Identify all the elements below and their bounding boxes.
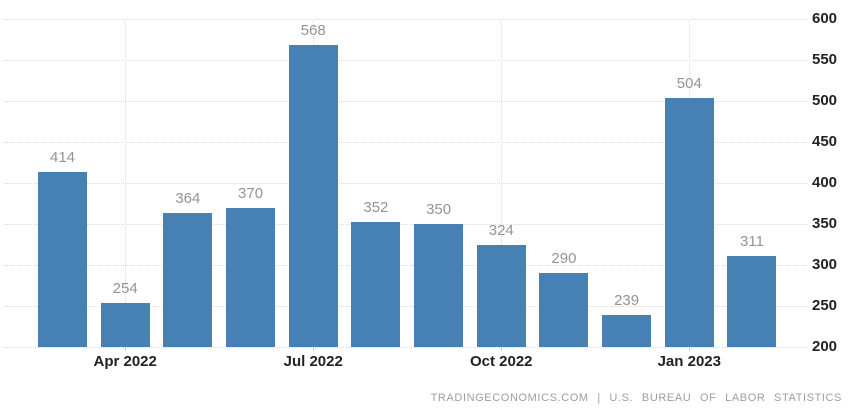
x-axis-tick — [501, 347, 503, 351]
bar[interactable] — [226, 207, 276, 347]
gridline-v — [125, 19, 127, 347]
x-axis-tick — [125, 347, 127, 351]
gridline-h — [4, 19, 808, 20]
bar[interactable] — [664, 97, 714, 347]
bar[interactable] — [288, 45, 338, 347]
gridline-h — [4, 101, 808, 102]
bar-value-label: 254 — [112, 279, 138, 297]
bar-value-label: 324 — [488, 222, 514, 240]
y-tick-label: 300 — [812, 256, 838, 273]
x-tick-label: Jul 2022 — [283, 353, 343, 370]
bar-value-label: 504 — [676, 74, 702, 92]
x-axis-tick — [313, 347, 315, 351]
y-tick-label: 400 — [812, 174, 838, 191]
gridline-h — [4, 183, 808, 184]
gridline-h — [4, 347, 808, 348]
bar-value-label: 350 — [426, 201, 452, 218]
x-tick-label: Oct 2022 — [469, 353, 533, 370]
bar[interactable] — [163, 212, 213, 347]
y-tick-label: 350 — [812, 215, 838, 232]
bar-value-label: 311 — [740, 232, 764, 250]
x-tick-label: Apr 2022 — [93, 353, 157, 370]
gridline-h — [4, 224, 808, 225]
bar[interactable] — [476, 245, 526, 347]
gridline-h — [4, 265, 808, 266]
bar[interactable] — [100, 302, 150, 347]
y-tick-label: 500 — [812, 92, 838, 109]
x-axis-tick — [689, 347, 691, 351]
bar[interactable] — [602, 315, 652, 347]
bar-value-label: 290 — [551, 250, 577, 268]
bar-value-label: 568 — [300, 22, 326, 40]
bar-value-label: 414 — [49, 148, 76, 166]
y-tick-label: 550 — [812, 51, 838, 68]
x-tick-label: Jan 2023 — [657, 353, 721, 370]
gridline-v — [501, 19, 503, 347]
y-tick-label: 250 — [812, 297, 838, 314]
bar[interactable] — [539, 273, 589, 347]
bar-value-label: 239 — [614, 292, 640, 310]
bar[interactable] — [38, 171, 87, 347]
y-tick-label: 600 — [812, 10, 838, 27]
bar[interactable] — [414, 224, 464, 347]
bar-value-label: 370 — [238, 184, 264, 202]
y-tick-label: 450 — [812, 133, 838, 150]
source-attribution: TRADINGECONOMICS.COM | U.S. BUREAU OF LA… — [430, 392, 842, 404]
y-tick-label: 200 — [812, 338, 838, 355]
gridline-h — [4, 306, 808, 307]
gridline-h — [4, 142, 808, 143]
bar[interactable] — [727, 255, 777, 347]
bar-value-label: 352 — [363, 199, 389, 217]
bar[interactable] — [351, 222, 401, 347]
gridline-h — [4, 60, 808, 61]
bar-value-label: 364 — [175, 189, 201, 207]
